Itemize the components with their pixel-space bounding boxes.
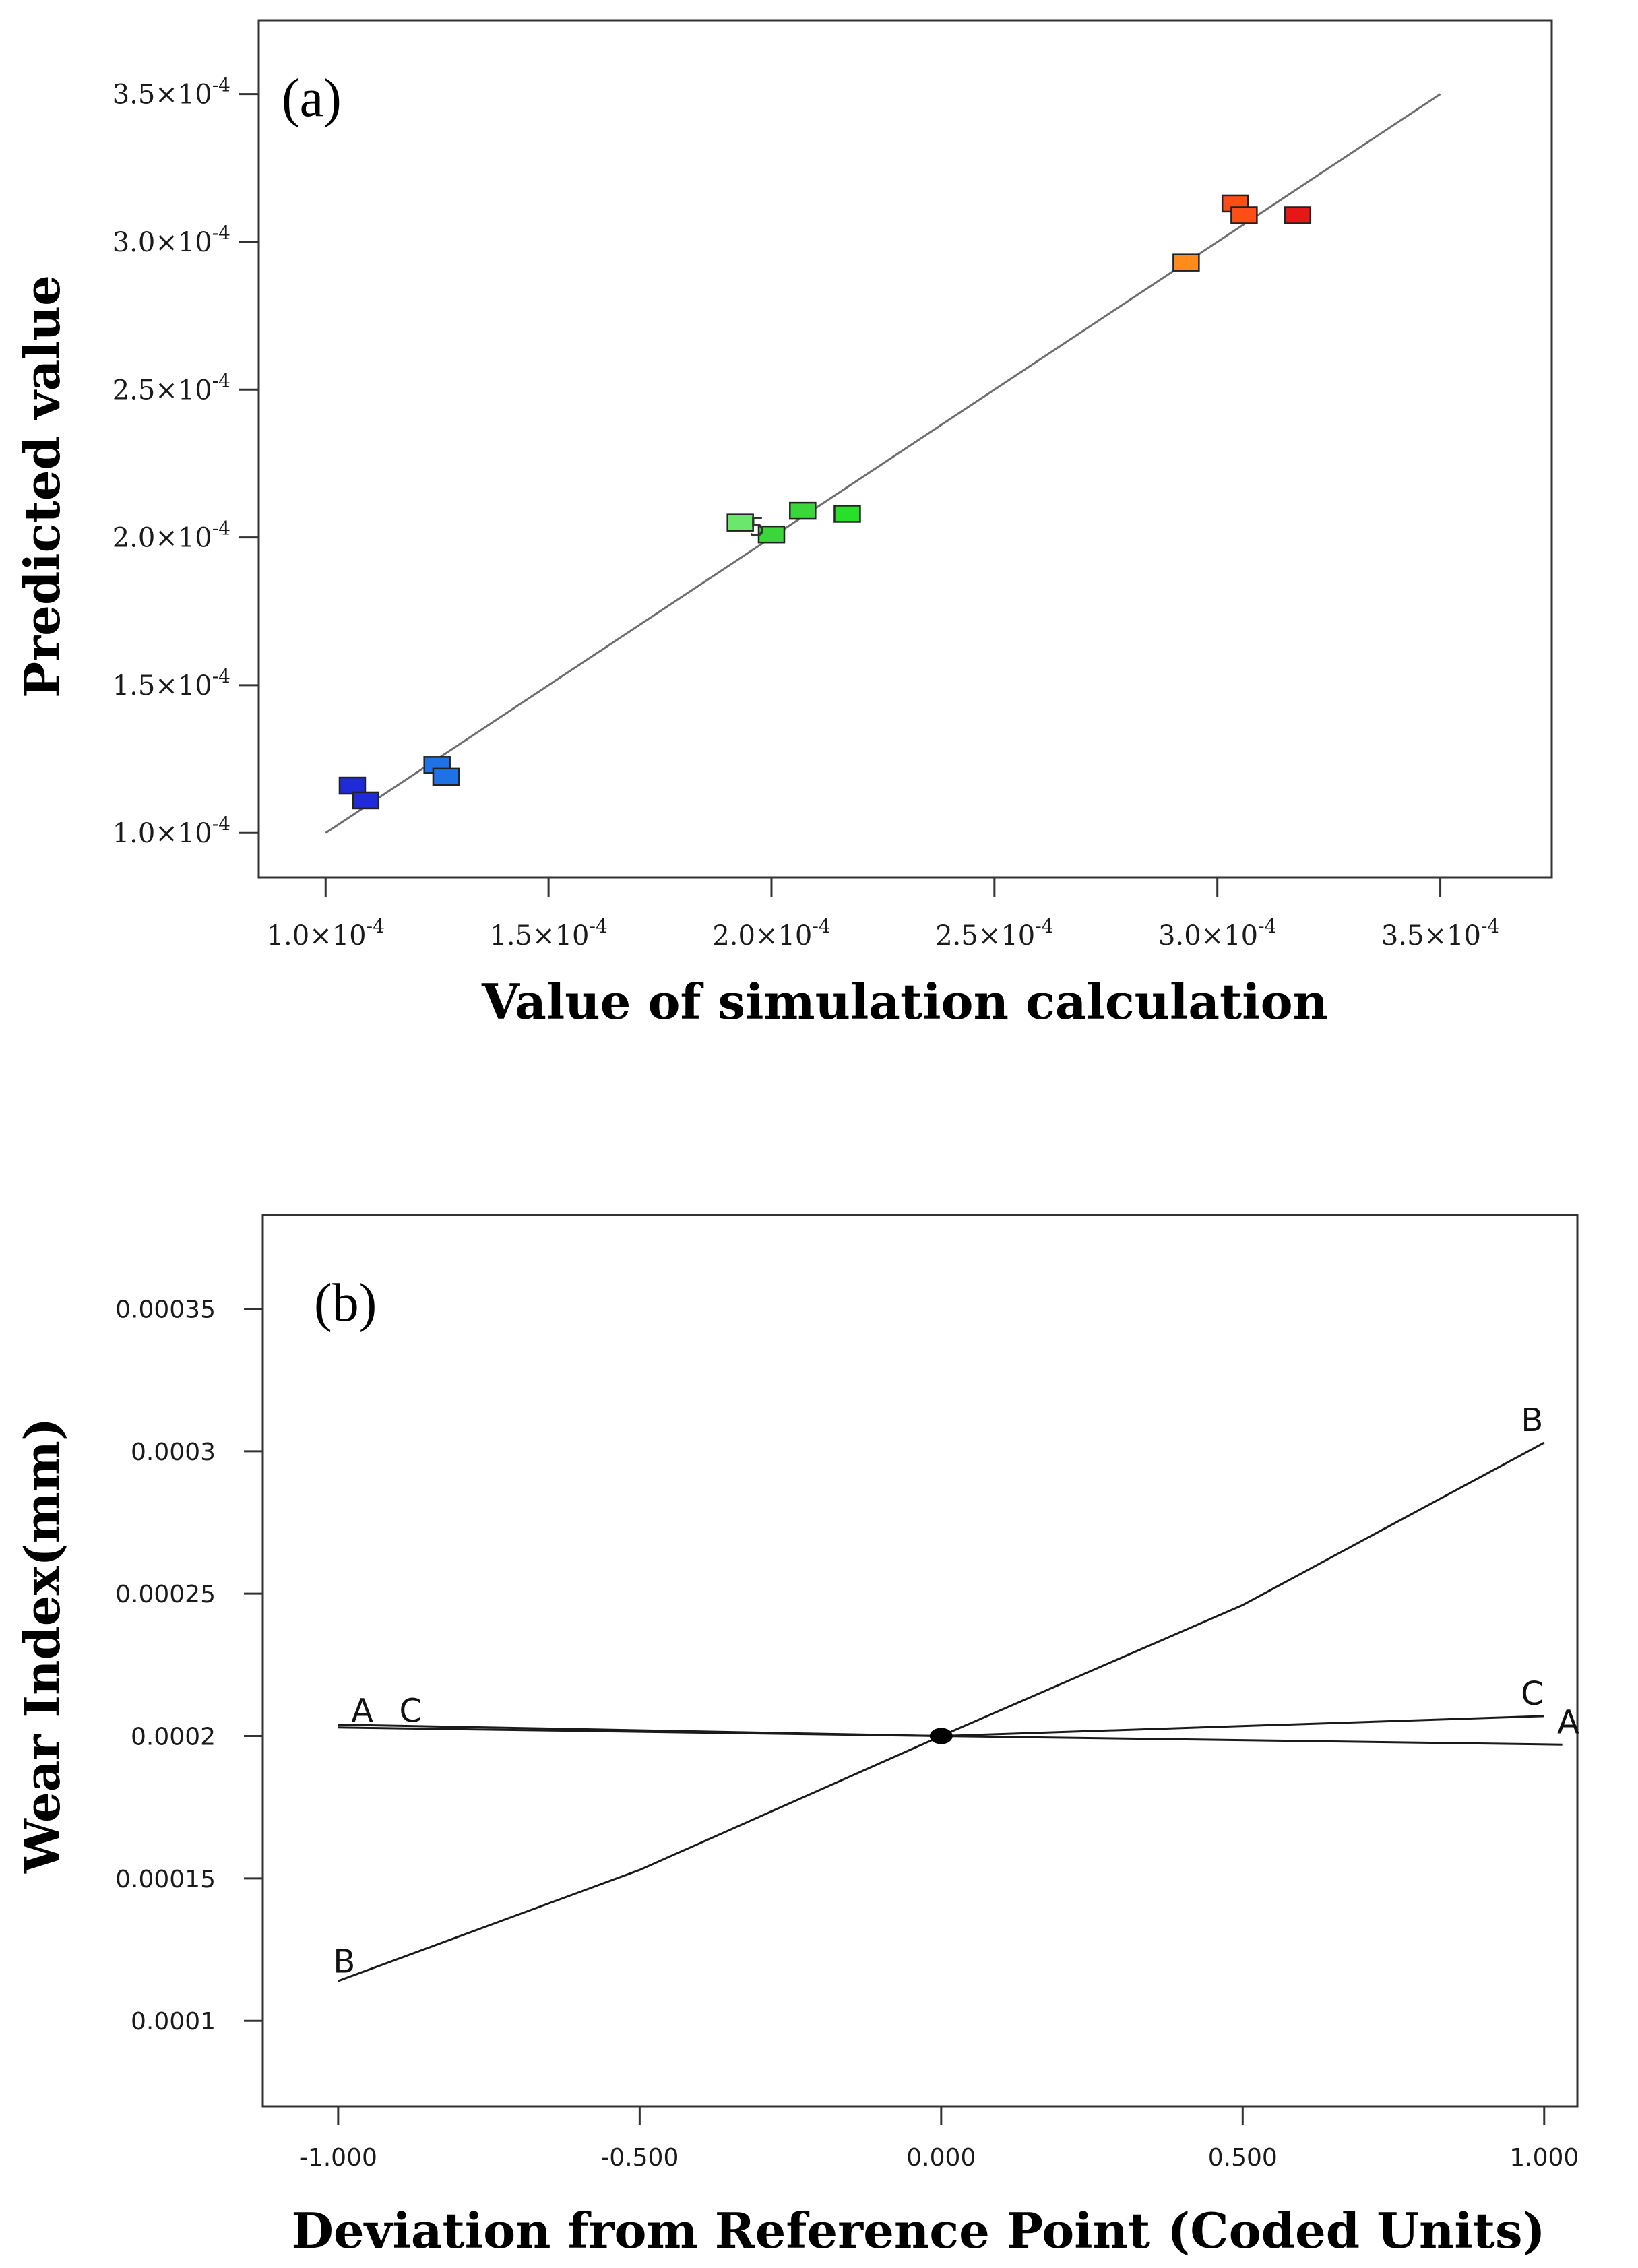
- plot-b-series-line-B: [338, 1441, 1545, 1982]
- plot-a-data-point: [352, 791, 380, 810]
- plot-a-reference-line: [325, 93, 1441, 834]
- plot-a-data-point: [1284, 206, 1312, 224]
- plot-a-y-tick-label: 3.0×10-4: [113, 222, 230, 258]
- plot-b-series-label-A: A: [351, 1692, 373, 1730]
- plot-b-reference-point: [929, 1728, 953, 1744]
- plot-b-y-tick-label: 0.0002: [131, 1724, 216, 1751]
- plot-b-y-tick-label: 0.0003: [131, 1439, 216, 1466]
- plot-b-panel-label: (b): [314, 1273, 377, 1333]
- plot-a-y-tick-label: 3.5×10-4: [113, 74, 230, 111]
- plot-b-y-tick-label: 0.00035: [115, 1296, 216, 1323]
- plot-a-x-axis-title: Value of simulation calculation: [481, 973, 1328, 1030]
- plot-a-data-point: [1230, 206, 1258, 224]
- plot-a-x-tick-label: 1.5×10-4: [489, 915, 607, 951]
- plot-a-y-tick-label: 2.5×10-4: [113, 369, 230, 406]
- plot-a-data-point: [757, 525, 786, 544]
- plot-b-series-label-C: C: [400, 1692, 422, 1730]
- plot-b-series-label-B: B: [1521, 1401, 1543, 1439]
- plot-a-y-tick-label: 2.0×10-4: [113, 517, 230, 554]
- plot-b-x-tick-label: 0.500: [1208, 2144, 1278, 2172]
- plot-a-y-axis-title: Predicted value: [13, 275, 71, 698]
- plot-a-points: [338, 194, 1312, 810]
- plot-b-x-tick-label: -1.000: [299, 2144, 377, 2172]
- plot-b-x-tick-label: 1.000: [1509, 2144, 1579, 2172]
- plot-b-series-label-A: A: [1557, 1703, 1579, 1741]
- plot-a-x-tick-label: 2.5×10-4: [935, 915, 1053, 951]
- plot-b-y-tick-label: 0.0001: [131, 2008, 216, 2036]
- plot-b-x-tick-label: 0.000: [906, 2144, 976, 2172]
- plot-a-ticks: 1.0×10-4 1.5×10-4 2.0×10-4 2.5×10-4 3.0×10-4…: [113, 74, 1500, 951]
- plot-a-frame: [257, 19, 1553, 879]
- plot-b-y-axis-title: Wear Index(mm): [13, 1418, 71, 1874]
- plot-a-panel-label: (a): [282, 69, 342, 128]
- plot-b-x-tick-label: -0.500: [600, 2144, 679, 2172]
- plot-a-x-tick-label: 3.0×10-4: [1158, 915, 1276, 951]
- plot-a-data-point: [338, 776, 367, 795]
- plot-b-frame: [261, 1214, 1579, 2108]
- plot-a-y-tick-label: 1.5×10-4: [113, 665, 230, 701]
- plot-a-y-tick-label: 1.0×10-4: [113, 813, 230, 849]
- plot-b-y-tick-label: 0.00025: [115, 1581, 216, 1608]
- plot-a-data-point: [726, 513, 754, 532]
- plot-a-data-point: [1172, 253, 1200, 272]
- plot-b-series-label-B: B: [333, 1943, 355, 1980]
- plot-b-series-label-C: C: [1521, 1675, 1544, 1713]
- plot-a-data-point: [833, 505, 861, 523]
- plot-b-series: A A B B C C: [333, 1401, 1579, 1982]
- panel-b-line: -1.000 -0.500 0.000 0.500 1.000 0.0001 0.00015…: [13, 1214, 1579, 2259]
- plot-a-data-point: [432, 767, 460, 786]
- plot-b-ticks: -1.000 -0.500 0.000 0.500 1.000 0.0001 0.00015…: [115, 1296, 1579, 2172]
- plot-b-y-tick-label: 0.00015: [115, 1866, 216, 1893]
- plot-a-x-tick-label: 1.0×10-4: [267, 915, 385, 951]
- plot-a-point-annotation: 5: [749, 513, 765, 542]
- plot-a-x-tick-label: 2.0×10-4: [712, 915, 830, 951]
- plot-a-x-tick-label: 3.5×10-4: [1381, 915, 1499, 951]
- plot-b-x-axis-title: Deviation from Reference Point (Coded Un…: [291, 2202, 1545, 2259]
- panel-a-scatter: 1.0×10-4 1.5×10-4 2.0×10-4 2.5×10-4 3.0×10-4…: [13, 19, 1553, 1030]
- plot-a-data-point: [789, 501, 817, 520]
